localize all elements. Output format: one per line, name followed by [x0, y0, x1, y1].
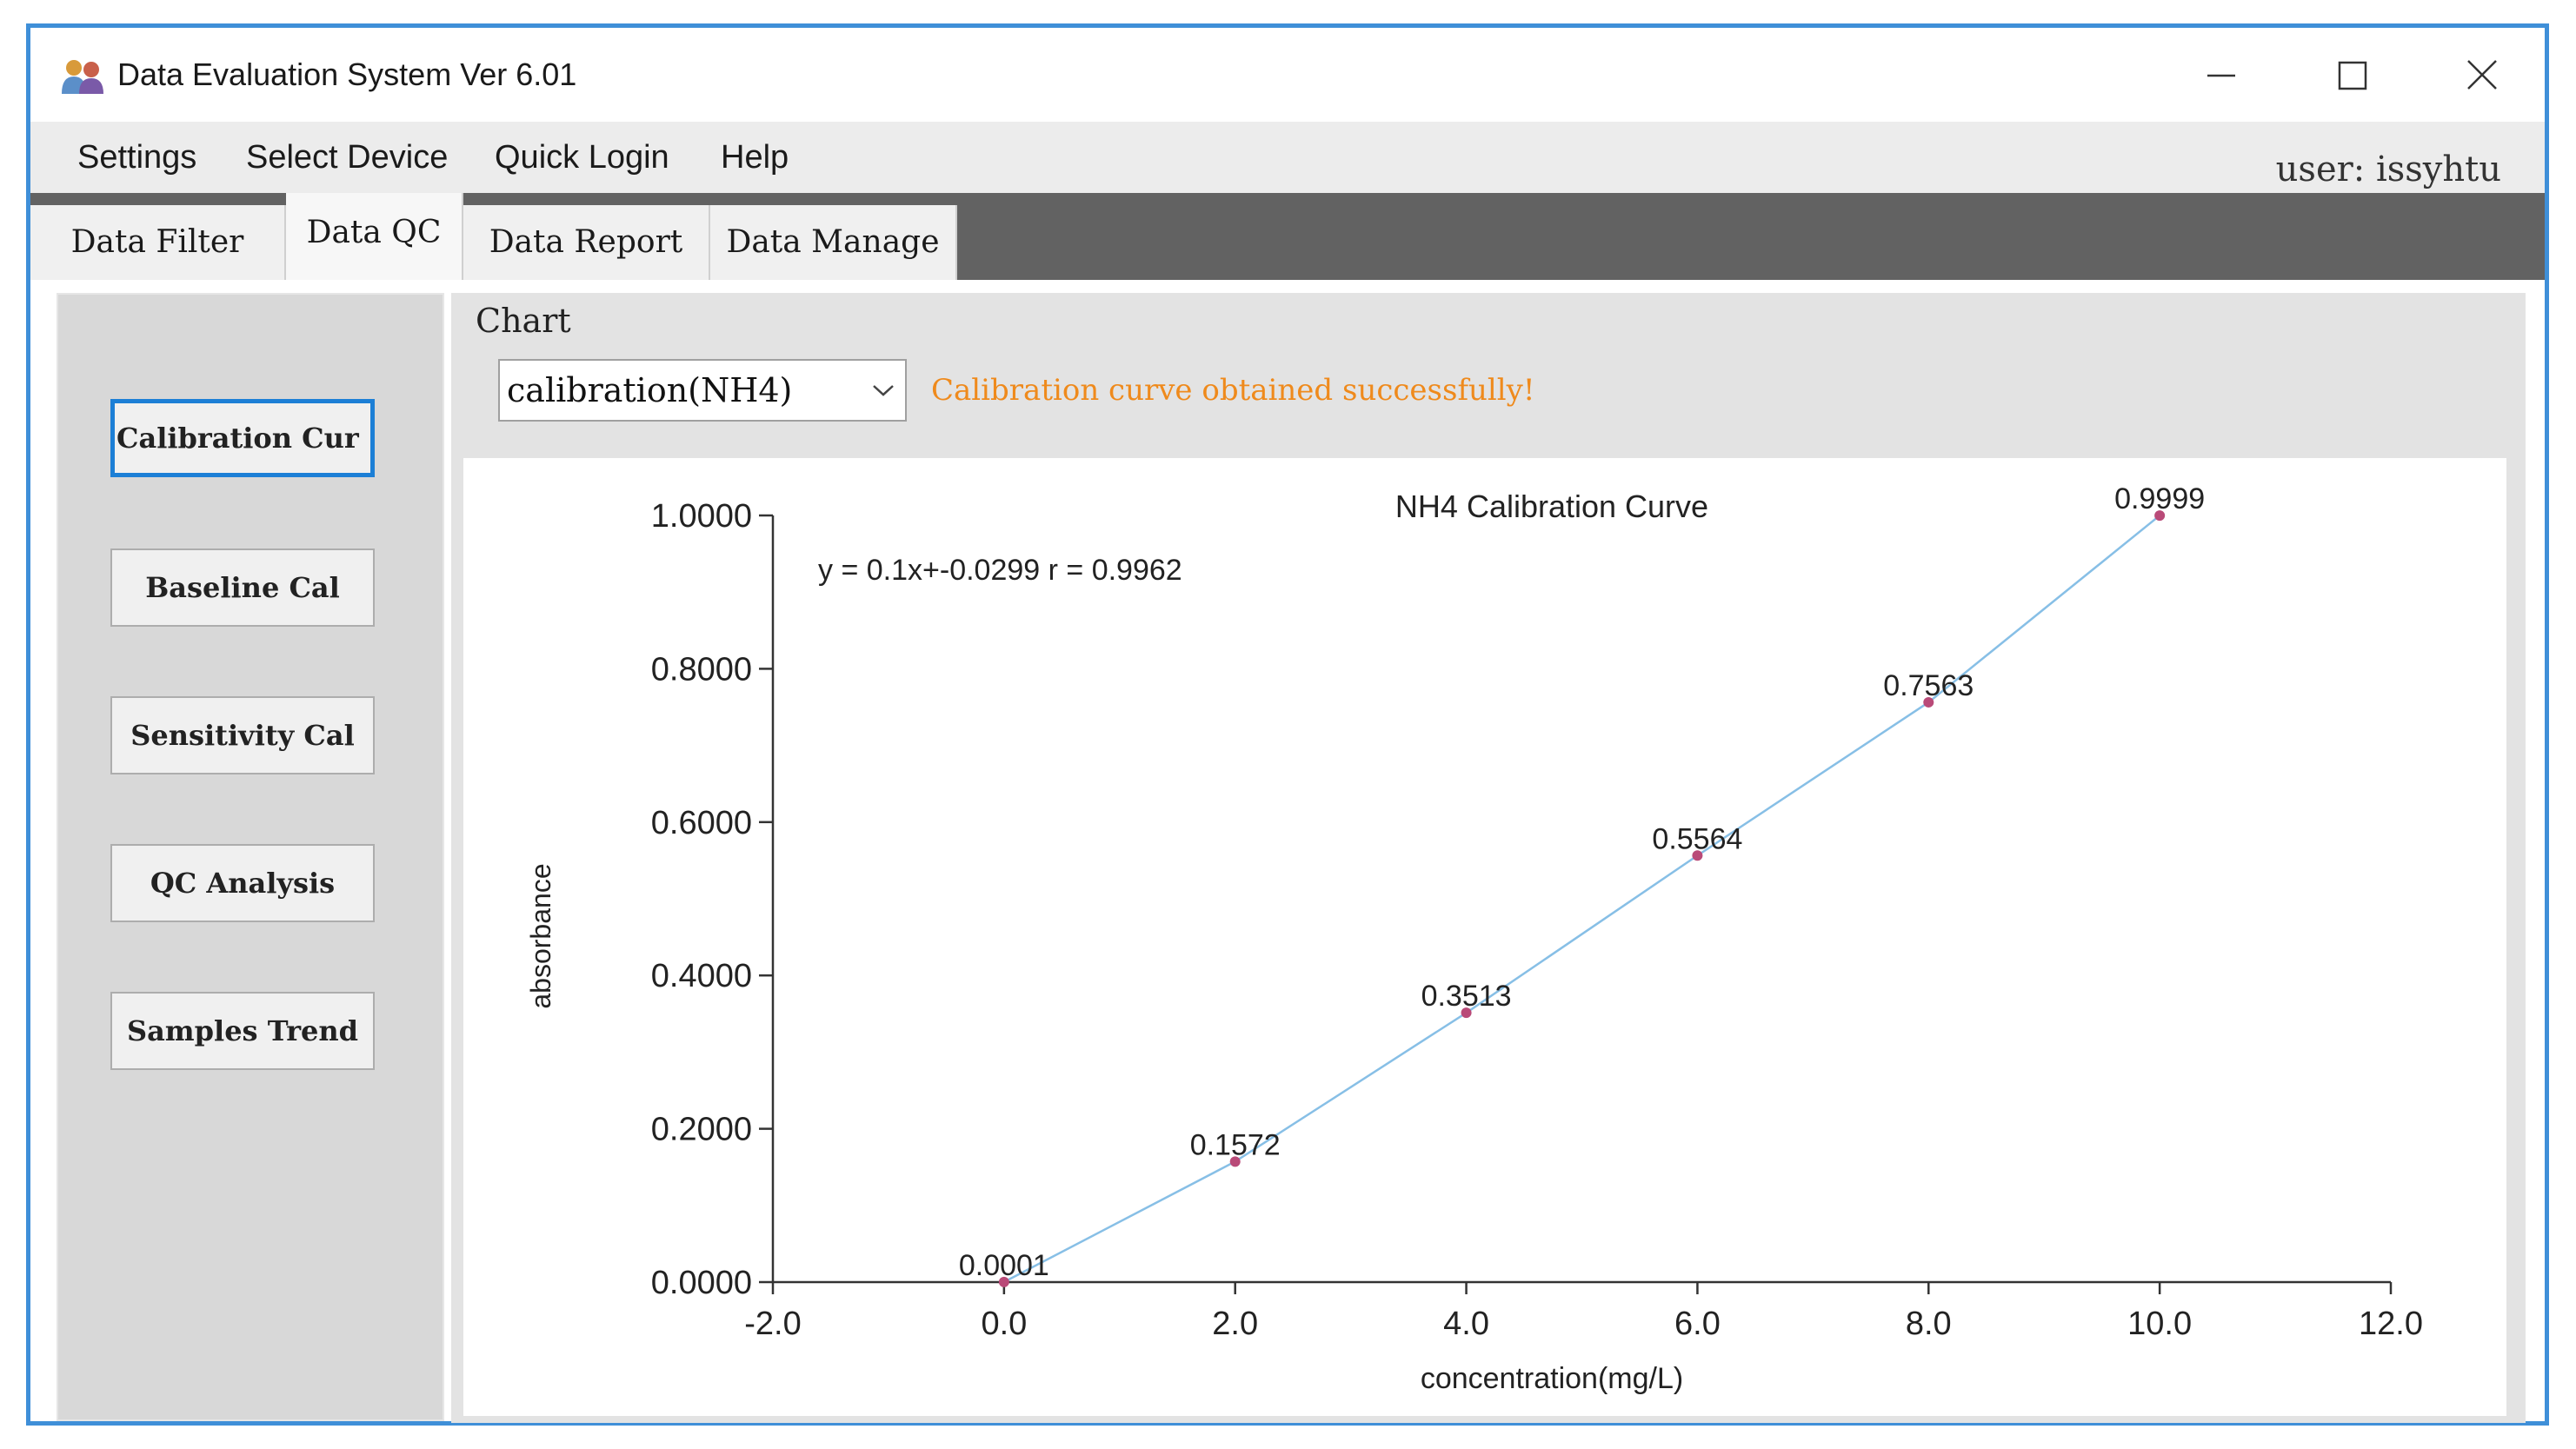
chart-equation: y = 0.1x+-0.0299 r = 0.9962	[818, 554, 1182, 587]
users-icon	[62, 60, 103, 94]
x-tick-label: -2.0	[744, 1306, 801, 1342]
status-message: Calibration curve obtained successfully!	[931, 373, 1535, 408]
x-axis-label: concentration(mg/L)	[1421, 1362, 1683, 1395]
tab-data-qc[interactable]: Data QC	[286, 193, 463, 280]
y-tick-label: 0.8000	[651, 651, 752, 688]
x-tick-label: 12.0	[2359, 1306, 2423, 1342]
data-label: 0.5564	[1652, 822, 1742, 855]
tab-data-manage[interactable]: Data Manage	[710, 205, 957, 280]
x-tick-label: 8.0	[1906, 1306, 1952, 1342]
tab-data-report[interactable]: Data Report	[463, 205, 710, 280]
chart-group-label: Chart	[476, 302, 571, 340]
data-point	[1229, 1156, 1241, 1167]
title-bar: Data Evaluation System Ver 6.01	[30, 28, 2545, 122]
y-tick-label: 0.0000	[651, 1265, 752, 1301]
menu-help[interactable]: Help	[721, 139, 789, 176]
x-tick-label: 6.0	[1674, 1306, 1721, 1342]
chart-select[interactable]: calibration(NH4)	[498, 359, 907, 422]
tab-data-filter[interactable]: Data Filter	[30, 205, 286, 280]
calibration-chart: NH4 Calibration Curve y = 0.1x+-0.0299 r…	[525, 482, 2423, 1395]
window-title: Data Evaluation System Ver 6.01	[117, 56, 577, 92]
app-window: Data Evaluation System Ver 6.01 Settings…	[26, 23, 2549, 1426]
x-tick-label: 4.0	[1443, 1306, 1489, 1342]
data-label: 0.9999	[2114, 482, 2205, 515]
menu-select-device[interactable]: Select Device	[246, 139, 449, 176]
calibration-curve-button[interactable]: Calibration Cur	[110, 399, 375, 477]
data-label: 0.1572	[1190, 1128, 1281, 1161]
y-tick-label: 0.4000	[651, 958, 752, 994]
minimize-icon[interactable]	[2195, 52, 2247, 99]
sidebar: Calibration Cur Baseline Cal Sensitivity…	[57, 293, 444, 1421]
y-tick-label: 0.6000	[651, 805, 752, 841]
series-line	[1003, 515, 2160, 1284]
x-tick-label: 0.0	[981, 1306, 1027, 1342]
y-tick-label: 0.2000	[651, 1112, 752, 1148]
chart-group: Chart calibration(NH4) Calibration curve…	[451, 293, 2526, 1423]
y-axis-label: absorbance	[525, 863, 556, 1008]
close-icon[interactable]	[2456, 52, 2508, 99]
qc-analysis-button[interactable]: QC Analysis	[110, 844, 375, 922]
data-point	[998, 1276, 1009, 1287]
menu-settings[interactable]: Settings	[77, 139, 197, 176]
data-point	[1692, 850, 1703, 861]
data-point	[1461, 1007, 1472, 1019]
chart-title: NH4 Calibration Curve	[1395, 489, 1708, 524]
x-tick-label: 2.0	[1212, 1306, 1258, 1342]
tab-bar: Data Filter Data QC Data Report Data Man…	[30, 193, 2545, 280]
sensitivity-cal-button[interactable]: Sensitivity Cal	[110, 696, 375, 774]
y-tick-label: 1.0000	[651, 498, 752, 535]
chart-select-value: calibration(NH4)	[507, 371, 793, 409]
maximize-icon[interactable]	[2326, 52, 2378, 99]
menu-quick-login[interactable]: Quick Login	[495, 139, 669, 176]
baseline-cal-button[interactable]: Baseline Cal	[110, 548, 375, 627]
user-label: user: issyhtu	[2275, 150, 2501, 189]
x-tick-label: 10.0	[2127, 1306, 2192, 1342]
data-point	[1923, 696, 1934, 708]
samples-trend-button[interactable]: Samples Trend	[110, 992, 375, 1070]
chart-area: NH4 Calibration Curve y = 0.1x+-0.0299 r…	[463, 458, 2506, 1416]
chevron-down-icon	[873, 385, 894, 396]
data-point	[2154, 510, 2166, 522]
data-label: 0.3513	[1421, 980, 1512, 1013]
data-label: 0.0001	[959, 1249, 1049, 1282]
menu-bar: Settings Select Device Quick Login Help …	[30, 122, 2545, 193]
data-label: 0.7563	[1883, 669, 1974, 702]
